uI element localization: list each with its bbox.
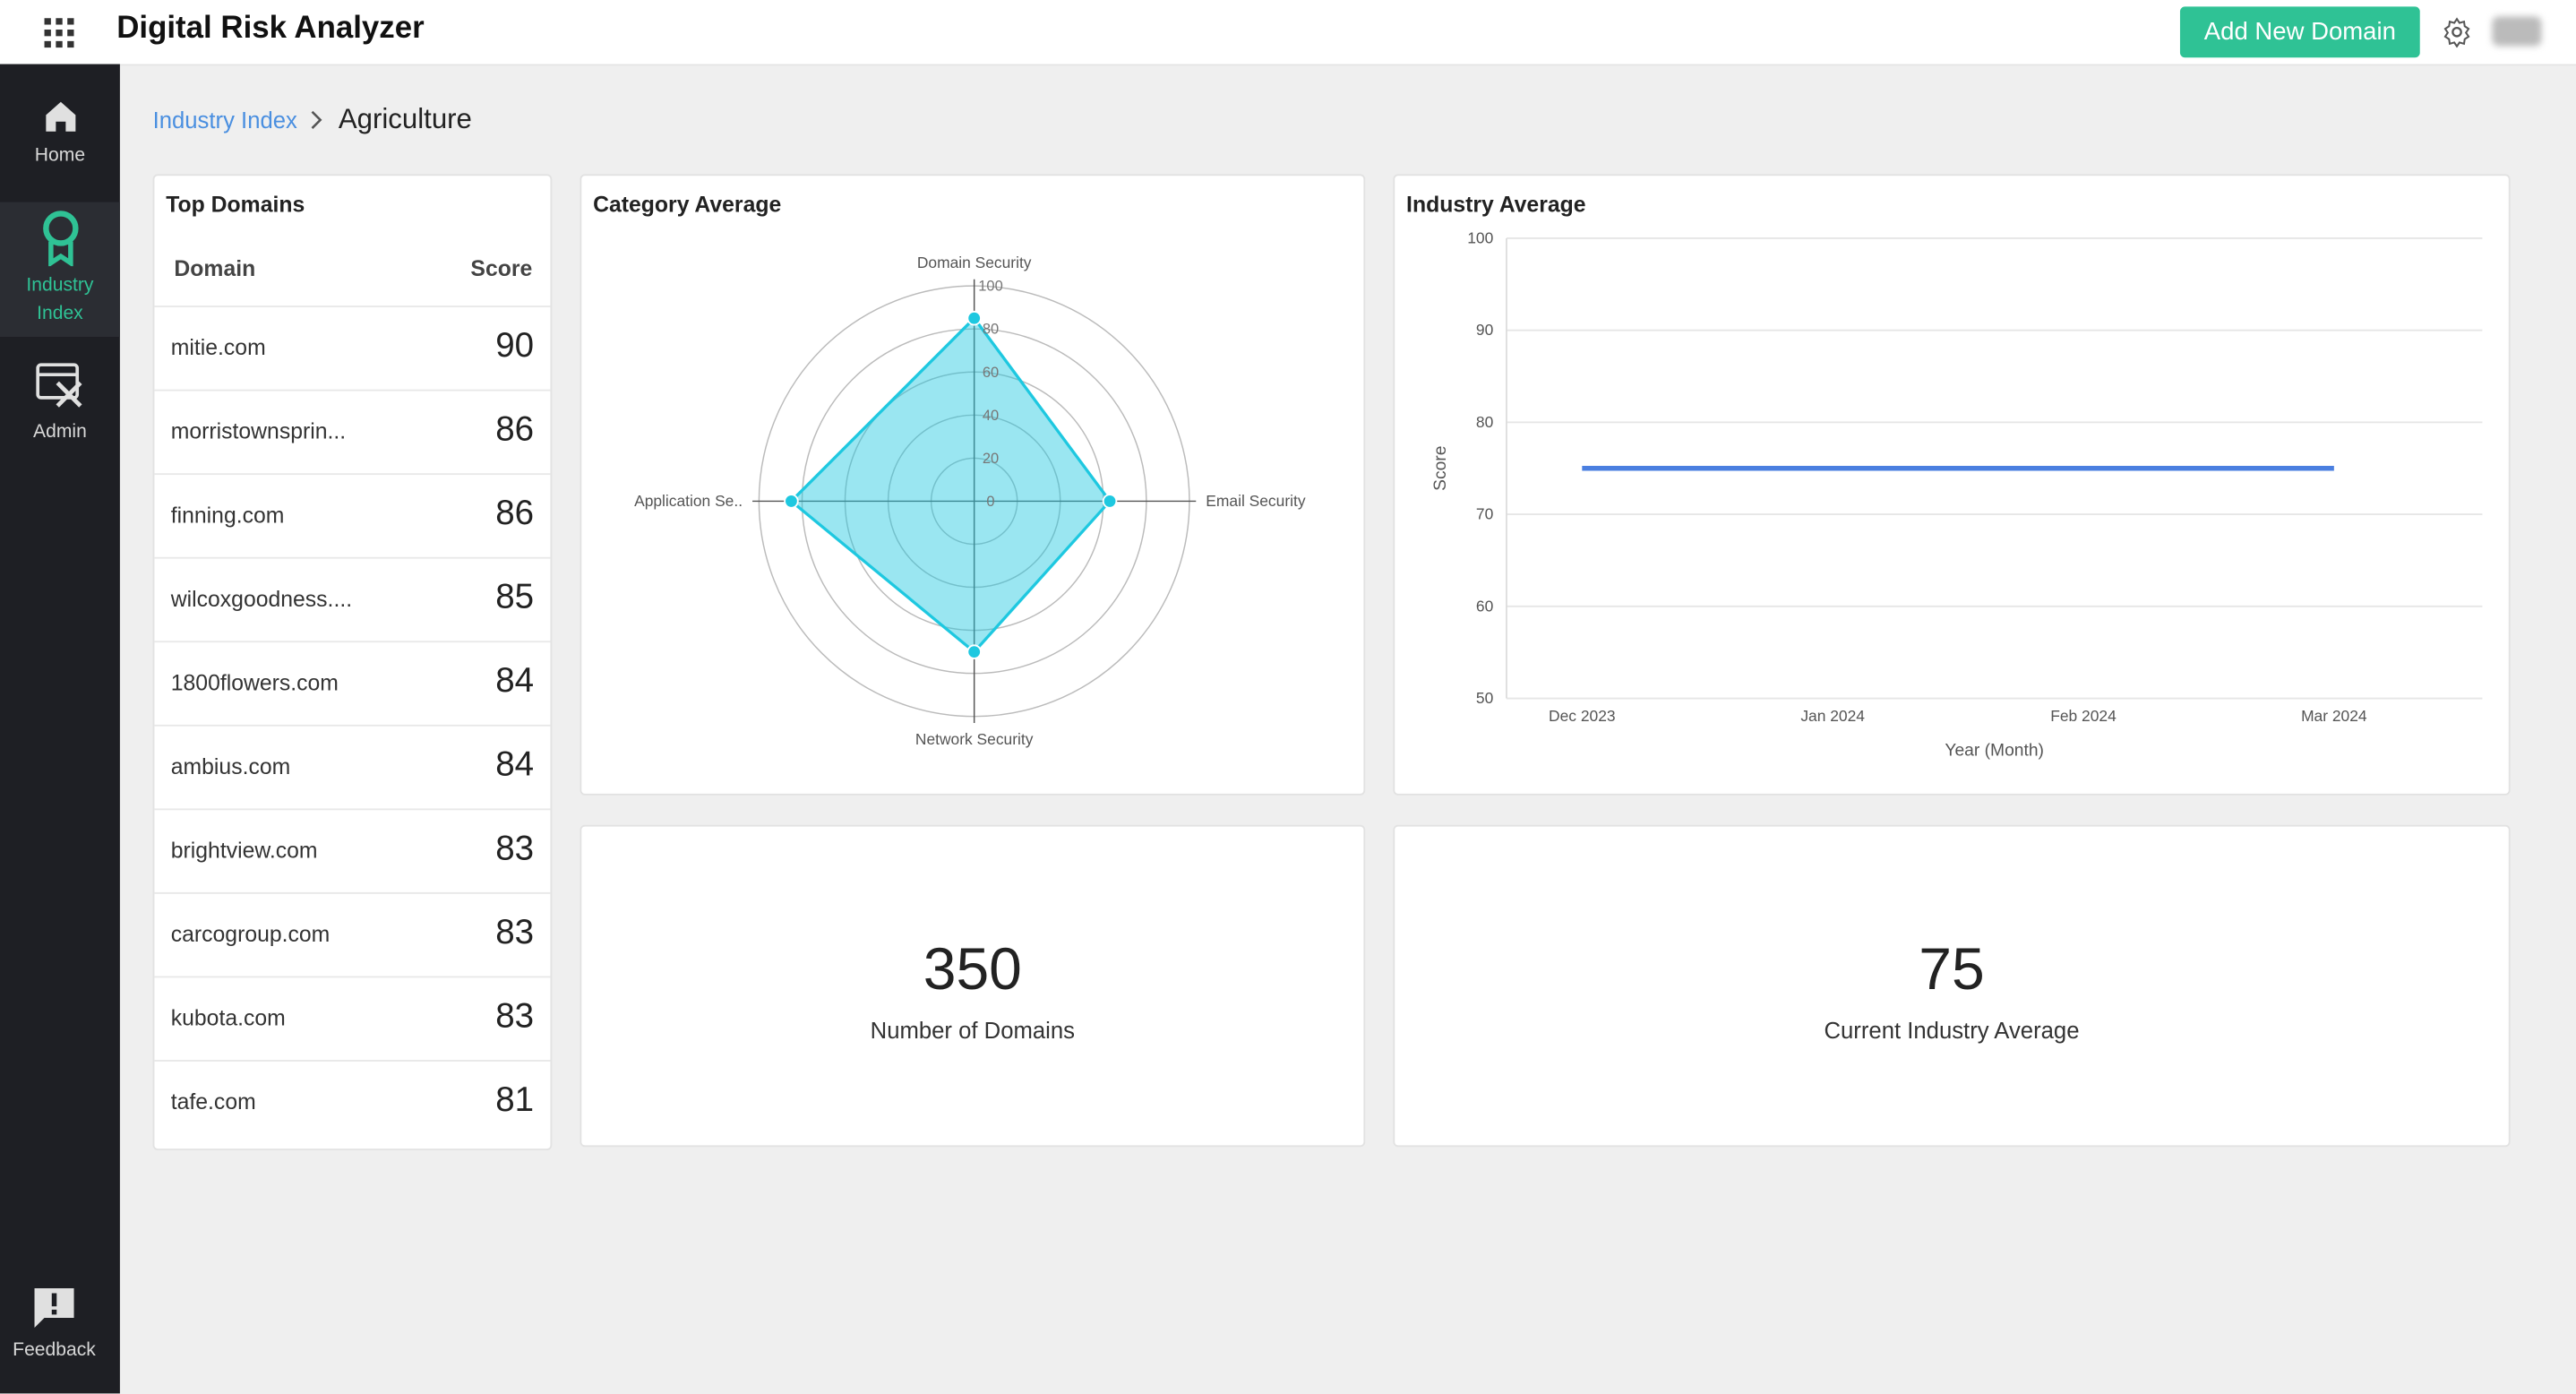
r-tick-label: 80	[983, 322, 999, 338]
stat-value: 75	[1919, 934, 1985, 1002]
radar-area	[788, 315, 1112, 654]
table-row: kubota.com 83	[154, 976, 551, 1062]
nav-label: Feedback	[13, 1340, 96, 1361]
y-tick-label: 90	[1476, 321, 1493, 339]
r-tick-label: 0	[986, 494, 994, 510]
stat-label: Number of Domains	[870, 1017, 1076, 1044]
x-tick-label: Feb 2024	[2050, 707, 2117, 725]
domain-score: 85	[495, 578, 535, 616]
domain-name: morristownsprin...	[170, 418, 347, 444]
card-title: Category Average	[593, 192, 782, 218]
table-row: ambius.com 84	[154, 724, 551, 810]
y-tick-label: 80	[1476, 413, 1493, 431]
domain-name: wilcoxgoodness....	[170, 586, 353, 612]
stat-label: Current Industry Average	[1824, 1017, 2080, 1044]
card-title: Industry Average	[1406, 192, 1586, 218]
breadcrumb-link[interactable]: Industry Index	[152, 107, 297, 133]
x-tick-label: Mar 2024	[2301, 707, 2367, 725]
table-row: carcogroup.com 83	[154, 891, 551, 977]
domain-name: brightview.com	[170, 838, 318, 863]
industry-average-card: Industry Average 50 60 70 80 90 100 Dec 2023 Ja…	[1393, 174, 2511, 796]
r-tick-label: 100	[978, 279, 1003, 295]
table-row: brightview.com 83	[154, 808, 551, 893]
domain-score: 84	[495, 745, 535, 784]
table-row: finning.com 86	[154, 473, 551, 558]
award-icon	[42, 211, 78, 267]
domain-score: 86	[495, 495, 535, 533]
domain-name: kubota.com	[170, 1005, 286, 1031]
card-title: Top Domains	[166, 192, 305, 218]
nav-label: Industry Index	[26, 276, 94, 324]
domain-score: 81	[495, 1080, 535, 1120]
radar-point	[1102, 494, 1118, 509]
settings-icon[interactable]	[2442, 16, 2473, 48]
domain-score: 83	[495, 997, 535, 1036]
nav-feedback[interactable]: Feedback	[0, 1285, 108, 1383]
domain-score: 84	[495, 662, 535, 701]
y-tick-label: 70	[1476, 505, 1493, 523]
breadcrumb-current: Agriculture	[338, 103, 472, 135]
nav-admin[interactable]: Admin	[0, 360, 120, 459]
y-axis-label: Score	[1431, 446, 1450, 491]
x-tick-label: Jan 2024	[1800, 707, 1865, 725]
radar-point	[966, 644, 982, 659]
domain-name: finning.com	[170, 503, 285, 528]
r-tick-label: 60	[983, 365, 999, 381]
nav-industry-index[interactable]: Industry Index	[0, 202, 120, 338]
y-tick-label: 60	[1476, 597, 1493, 615]
stat-value: 350	[923, 934, 1022, 1002]
table-row: tafe.com 81	[154, 1060, 551, 1145]
line-chart: 50 60 70 80 90 100 Dec 2023 Jan 2024 Feb 2024 Mar…	[1431, 228, 2483, 761]
y-tick-label: 100	[1467, 228, 1493, 246]
domain-score: 86	[495, 410, 535, 449]
axis-label: Email Security	[1206, 492, 1306, 510]
table-row: wilcoxgoodness.... 85	[154, 556, 551, 642]
top-bar: Digital Risk Analyzer Add New Domain	[0, 0, 2576, 66]
domain-score: 83	[495, 913, 535, 951]
column-header: Domain	[174, 256, 256, 281]
sidebar: Home Industry Index Admin Feedback	[0, 64, 120, 1394]
domain-score: 83	[495, 830, 535, 868]
radar-point	[784, 494, 799, 509]
top-domains-card: Top Domains Domain Score mitie.com 90 morr…	[152, 174, 553, 1150]
breadcrumb-chevron	[311, 110, 322, 129]
y-tick-label: 50	[1476, 689, 1493, 707]
admin-icon	[35, 363, 82, 408]
domain-name: mitie.com	[170, 335, 266, 360]
domain-name: tafe.com	[170, 1089, 256, 1114]
nav-label: Admin	[33, 422, 87, 443]
nav-home[interactable]: Home	[0, 90, 120, 183]
axis-label: Domain Security	[917, 254, 1032, 271]
r-tick-label: 20	[983, 451, 999, 467]
column-header: Score	[470, 256, 533, 281]
stat-card: 75 Current Industry Average	[1393, 824, 2511, 1148]
domain-score: 90	[495, 327, 535, 366]
category-average-card: Category Average Domain Security Email Se…	[580, 174, 1366, 796]
r-tick-label: 40	[983, 408, 999, 424]
nav-label: Home	[34, 146, 86, 167]
apps-icon[interactable]	[44, 18, 74, 48]
table-row: 1800flowers.com 84	[154, 641, 551, 726]
radar-chart: Domain Security Email Security Network Sec…	[634, 254, 1306, 748]
radar-point	[966, 310, 982, 326]
table-row: morristownsprin... 86	[154, 389, 551, 475]
axis-label: Application Se..	[634, 492, 743, 510]
home-icon	[45, 101, 75, 132]
domain-name: 1800flowers.com	[170, 670, 339, 695]
domain-name: ambius.com	[170, 753, 291, 779]
domain-name: carcogroup.com	[170, 921, 331, 947]
axis-label: Network Security	[915, 730, 1034, 748]
x-axis-label: Year (Month)	[1945, 742, 2044, 761]
stat-card: 350 Number of Domains	[580, 824, 1366, 1148]
x-tick-label: Dec 2023	[1549, 707, 1616, 725]
add-domain-button[interactable]: Add New Domain	[2179, 6, 2420, 58]
avatar[interactable]	[2492, 16, 2542, 47]
table-row: mitie.com 90	[154, 305, 551, 391]
app-title: Digital Risk Analyzer	[116, 11, 425, 47]
feedback-icon	[34, 1287, 74, 1329]
